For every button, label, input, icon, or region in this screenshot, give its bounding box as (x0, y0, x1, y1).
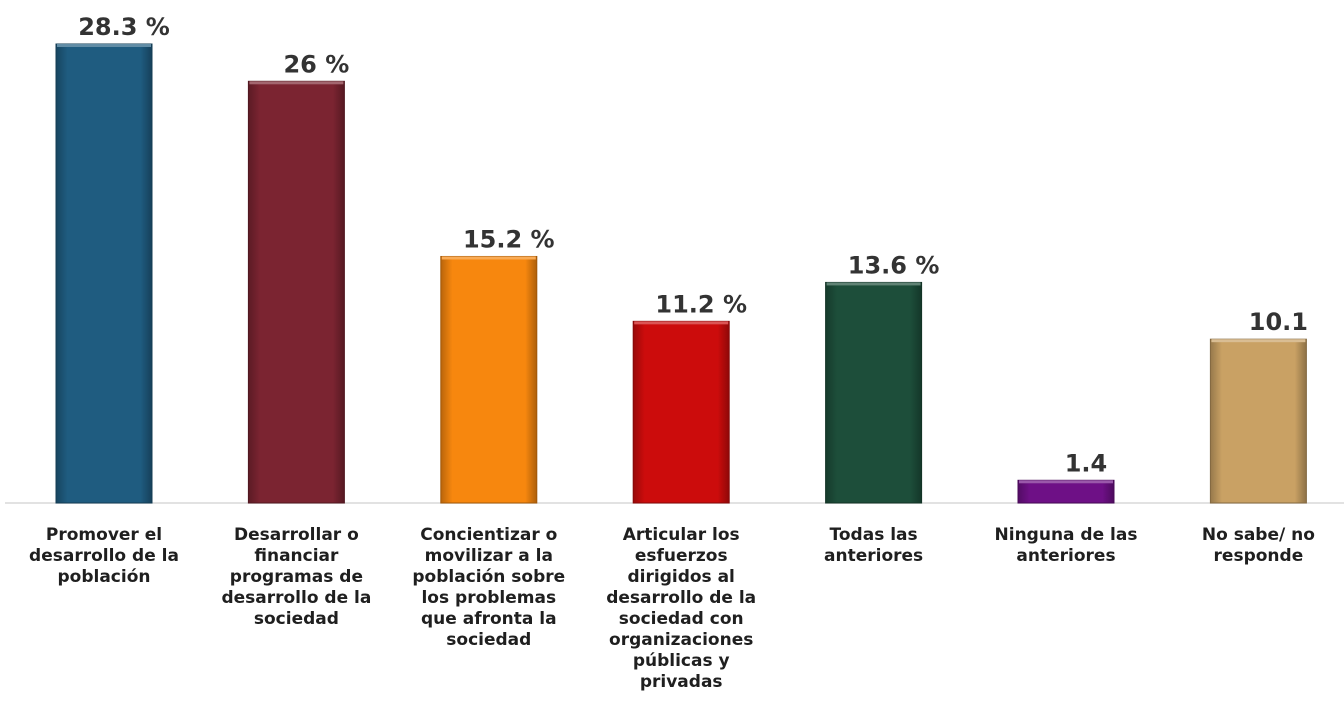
category-label-line: anteriores (1016, 546, 1115, 566)
category-label-line: privadas (640, 672, 723, 692)
bar-top-highlight-2 (249, 81, 344, 85)
bar-3 (440, 255, 538, 504)
category-label-1: Promover el desarrollo de la población (29, 525, 179, 587)
value-label-3: 15.2 % (463, 225, 555, 253)
category-label-line: Concientizar o (420, 525, 557, 545)
bar-1 (55, 43, 153, 504)
category-label-line: financiar (254, 546, 339, 566)
category-label-line: desarrollo de la (221, 588, 371, 608)
category-label-line: anteriores (824, 546, 923, 566)
category-label-line: programas de (230, 567, 363, 587)
category-label-line: Ninguna de las (995, 525, 1138, 545)
category-label-line: sociedad (254, 609, 339, 629)
bar-4 (632, 320, 730, 504)
bar-6 (1017, 479, 1115, 504)
category-label-line: sociedad con (619, 609, 744, 629)
category-label-3: Concientizar o movilizar a la población so… (412, 525, 565, 650)
bar-top-highlight-1 (57, 44, 151, 47)
category-label-line: Desarrollar o (234, 525, 359, 545)
category-label-line: esfuerzos (635, 546, 728, 566)
category-label-line: que afronta la (421, 609, 557, 629)
bars-group (55, 43, 1307, 504)
category-label-line: desarrollo de la (606, 588, 756, 608)
bar-top-highlight-5 (826, 282, 921, 286)
category-label-line: Todas las (830, 525, 918, 545)
bar-5 (825, 281, 923, 504)
category-label-4: Articular los esfuerzos dirigidos al desarr… (606, 525, 756, 692)
category-label-7: No sabe/ no responde (1202, 525, 1315, 566)
category-label-line: Articular los (623, 525, 740, 545)
category-label-line: Promover el (46, 525, 162, 545)
category-labels-group: Promover el desarrollo de la poblaciónDesa… (29, 525, 1315, 692)
category-label-line: población sobre (412, 567, 565, 587)
category-label-line: movilizar a la (425, 546, 553, 566)
category-label-6: Ninguna de las anteriores (995, 525, 1138, 566)
category-label-line: sociedad (446, 630, 531, 650)
category-label-2: Desarrollar o financiar programas de desarr… (221, 525, 371, 629)
category-label-line: públicas y (633, 651, 730, 671)
value-label-6: 1.4 (1065, 449, 1108, 477)
category-label-line: desarrollo de la (29, 546, 179, 566)
bar-7 (1209, 338, 1307, 504)
bar-top-highlight-6 (1019, 480, 1113, 484)
category-label-line: dirigidos al (628, 567, 735, 587)
bar-top-highlight-4 (634, 321, 729, 325)
category-label-line: organizaciones (609, 630, 753, 650)
bar-2 (247, 80, 345, 504)
value-labels-group: 28.3 % 26 % 15.2 % 11.2 % 13.6 % 1.4 10.1 (78, 13, 1308, 477)
category-label-line: población (57, 567, 150, 587)
bar-top-highlight-7 (1211, 339, 1306, 343)
value-label-1: 28.3 % (78, 13, 170, 41)
bar-top-highlight-3 (441, 256, 536, 260)
value-label-2: 26 % (283, 50, 349, 78)
category-label-line: responde (1214, 546, 1304, 566)
value-label-4: 11.2 % (655, 290, 747, 318)
category-label-5: Todas las anteriores (824, 525, 923, 566)
value-label-5: 13.6 % (848, 251, 940, 279)
value-label-7: 10.1 (1249, 308, 1308, 336)
category-label-line: los problemas (421, 588, 556, 608)
category-label-line: No sabe/ no (1202, 525, 1315, 545)
